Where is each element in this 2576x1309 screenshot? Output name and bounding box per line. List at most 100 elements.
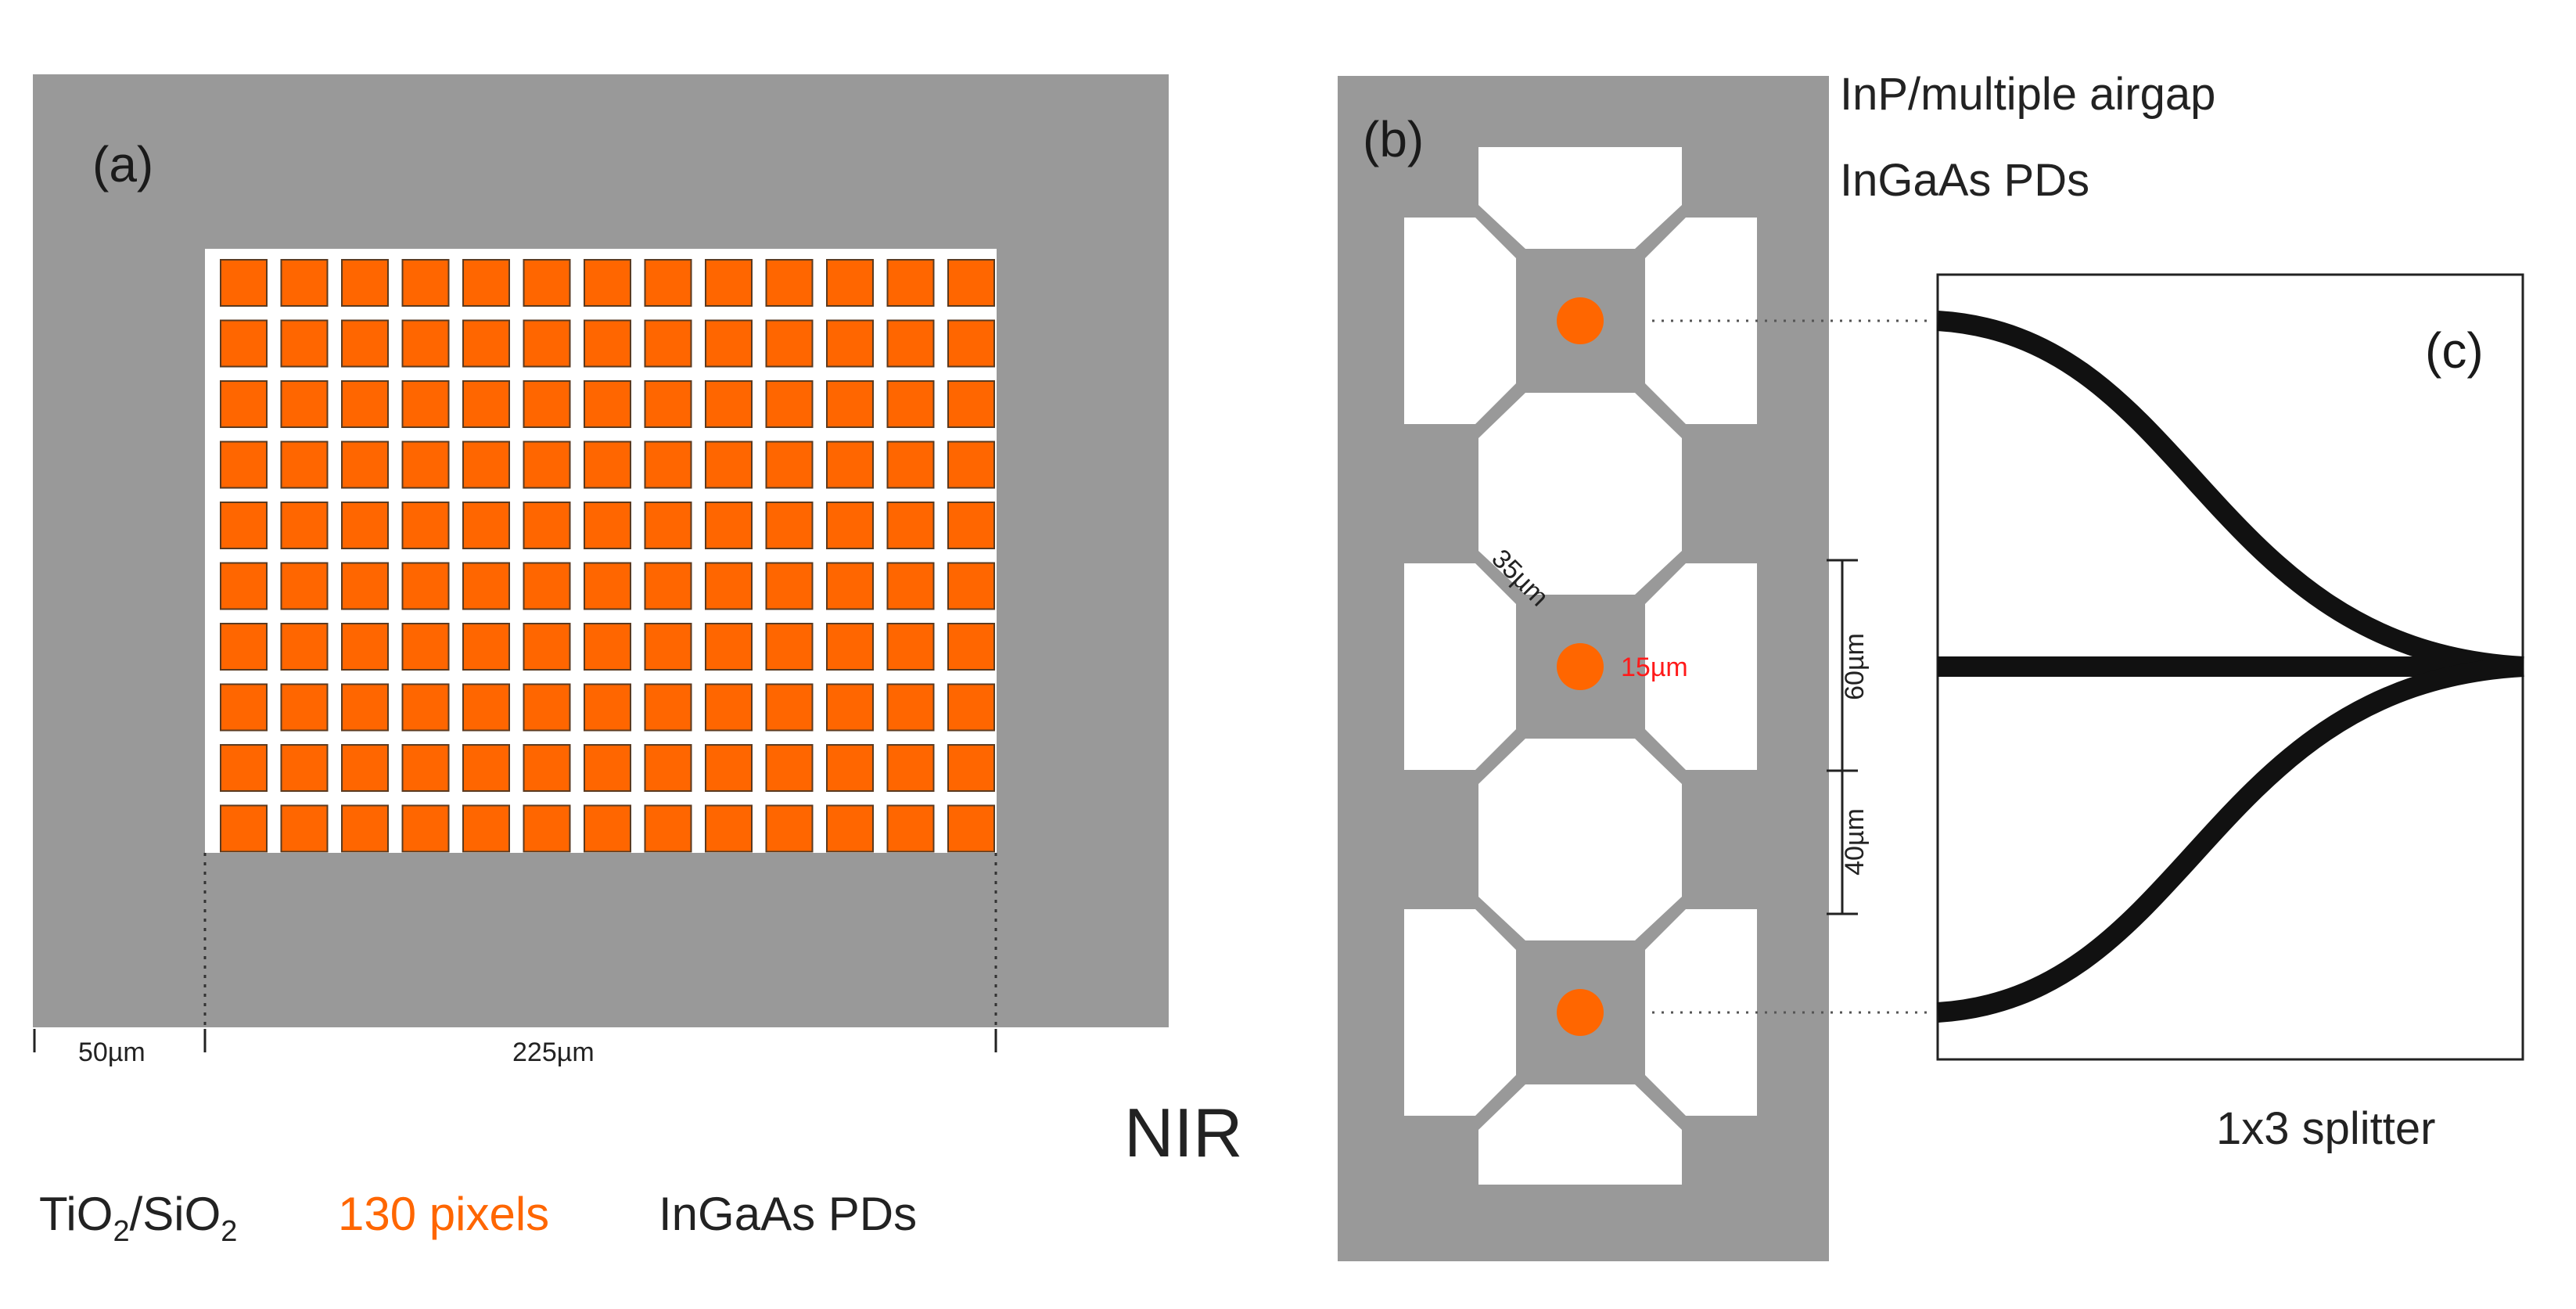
airgap-left-3 (1404, 909, 1516, 1116)
airgap-center-1 (1478, 147, 1682, 249)
legend-detector: InGaAs PDs (659, 1188, 917, 1240)
pixel (280, 683, 329, 732)
pixel (826, 319, 874, 368)
pixel (401, 259, 450, 307)
pixel (341, 502, 389, 549)
pixel (523, 683, 571, 732)
pixel (947, 562, 995, 610)
pixel (886, 319, 935, 368)
pixel (280, 259, 329, 307)
pixel (826, 502, 874, 549)
pixel (584, 259, 631, 307)
photodiode-1 (1557, 297, 1604, 344)
panel-b-title-line2: InGaAs PDs (1840, 155, 2089, 206)
panel-c-caption: 1x3 splitter (2216, 1103, 2435, 1154)
waveguide-lower (1937, 656, 2524, 1023)
pixel (644, 562, 692, 610)
waveguide-upper (1937, 311, 2524, 677)
pixel (341, 319, 389, 368)
pixel (401, 744, 450, 792)
pixel (401, 502, 450, 549)
pixel (401, 380, 450, 428)
airgap-center-3 (1478, 739, 1682, 940)
pixel (705, 502, 753, 549)
airgap-right-2 (1645, 563, 1757, 770)
pixel-grid (220, 259, 995, 853)
pixel (947, 623, 995, 671)
pixel (462, 683, 510, 732)
pixel (765, 502, 814, 549)
pixel (462, 380, 510, 428)
pixel (886, 380, 935, 428)
pixel (220, 623, 268, 671)
pixel (584, 441, 631, 489)
dim-label-15um: 15µm (1621, 653, 1688, 682)
legend-material: TiO2/SiO2 (39, 1188, 237, 1248)
pixel (826, 623, 874, 671)
pixel (280, 380, 329, 428)
pixel (947, 441, 995, 489)
pixel (644, 319, 692, 368)
pixel (644, 259, 692, 307)
pixel (886, 441, 935, 489)
pixel (462, 441, 510, 489)
pixel (280, 319, 329, 368)
pixel (765, 683, 814, 732)
band-label-nir: NIR (1124, 1094, 1243, 1171)
pixel (462, 319, 510, 368)
pixel (584, 744, 631, 792)
pixel (341, 380, 389, 428)
pixel (280, 804, 329, 853)
pixel (584, 319, 631, 368)
pixel (220, 259, 268, 307)
photodiode-2 (1557, 643, 1604, 690)
pixel (644, 380, 692, 428)
airgap-left-1 (1404, 218, 1516, 424)
pixel (644, 744, 692, 792)
pixel (462, 623, 510, 671)
airgap-center-4 (1478, 1084, 1682, 1185)
pixel (220, 380, 268, 428)
pixel (220, 441, 268, 489)
pixel (947, 683, 995, 732)
pixel (826, 562, 874, 610)
panel-b-title-line1: InP/multiple airgap (1840, 69, 2215, 120)
pixel (523, 441, 571, 489)
pixel (826, 804, 874, 853)
pixel (705, 380, 753, 428)
pixel (220, 744, 268, 792)
pixel (220, 683, 268, 732)
pixel (947, 380, 995, 428)
pixel (280, 623, 329, 671)
pixel (401, 623, 450, 671)
pixel (886, 744, 935, 792)
pixel (765, 804, 814, 853)
pixel (523, 804, 571, 853)
pixel (886, 259, 935, 307)
pixel (765, 623, 814, 671)
dim-label-40um: 40µm (1840, 808, 1870, 876)
pixel (644, 804, 692, 853)
dim-label-225um: 225µm (512, 1037, 595, 1067)
dim-label-60um: 60µm (1840, 633, 1870, 700)
pixel (826, 259, 874, 307)
pixel (705, 623, 753, 671)
pixel (705, 562, 753, 610)
pixel (341, 562, 389, 610)
pixel (765, 319, 814, 368)
pixel (584, 502, 631, 549)
pixel (705, 319, 753, 368)
pixel (826, 441, 874, 489)
panel-c-label: (c) (2425, 322, 2484, 379)
pixel (947, 804, 995, 853)
pixel (220, 804, 268, 853)
pixel (705, 683, 753, 732)
pixel (341, 744, 389, 792)
pixel (886, 623, 935, 671)
pixel (765, 441, 814, 489)
pixel (765, 744, 814, 792)
pixel (462, 502, 510, 549)
airgap-center-2 (1478, 393, 1682, 595)
pixel (584, 804, 631, 853)
pixel (886, 562, 935, 610)
